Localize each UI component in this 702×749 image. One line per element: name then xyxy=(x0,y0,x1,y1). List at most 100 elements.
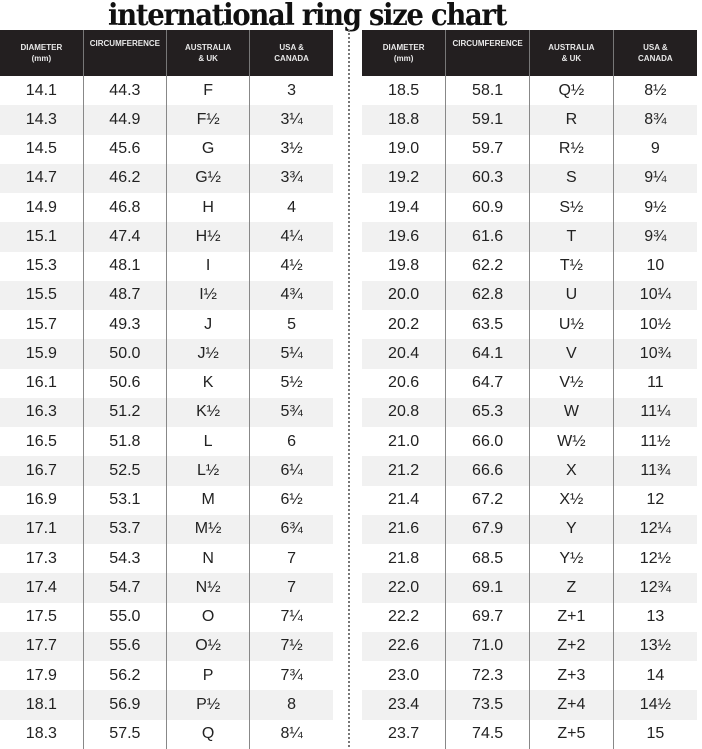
cell-usa-canada: 14 xyxy=(612,661,697,691)
dotted-divider xyxy=(348,30,350,747)
cell-usa-canada: 5¼ xyxy=(249,339,333,369)
cell-diameter: 23.4 xyxy=(362,690,446,720)
cell-diameter: 18.1 xyxy=(0,690,84,720)
cell-circumference: 44.9 xyxy=(82,105,167,135)
cell-australia-uk: G xyxy=(165,134,250,164)
cell-usa-canada: 11½ xyxy=(612,427,697,457)
table-row: 17.5 55.0 O 7¼ xyxy=(0,602,333,632)
cell-diameter: 16.3 xyxy=(0,397,84,427)
cell-usa-canada: 12¾ xyxy=(612,573,697,603)
cell-usa-canada: 10¾ xyxy=(612,339,697,369)
cell-usa-canada: 7¼ xyxy=(249,602,333,632)
cell-circumference: 51.2 xyxy=(82,397,167,427)
cell-australia-uk: U½ xyxy=(529,310,614,340)
cell-diameter: 14.7 xyxy=(0,163,84,193)
cell-usa-canada: 3 xyxy=(249,76,333,106)
cell-usa-canada: 10¼ xyxy=(612,280,697,310)
table-row: 16.1 50.6 K 5½ xyxy=(0,368,333,398)
table-row: 22.0 69.1 Z 12¾ xyxy=(362,573,697,603)
cell-usa-canada: 8 xyxy=(249,690,333,720)
cell-australia-uk: H½ xyxy=(165,222,250,252)
cell-circumference: 52.5 xyxy=(82,456,167,486)
cell-australia-uk: Z xyxy=(529,573,614,603)
table-row: 17.1 53.7 M½ 6¾ xyxy=(0,514,333,544)
column-header-usa-canada: USA & CANADA xyxy=(249,30,333,76)
cell-circumference: 60.9 xyxy=(445,193,530,223)
cell-australia-uk: P xyxy=(165,661,250,691)
cell-diameter: 16.9 xyxy=(25,491,57,509)
cell-australia-uk: P½ xyxy=(165,690,250,720)
table-row: 14.3 44.9 F½ 3¼ xyxy=(0,105,333,135)
cell-usa-canada: 4½ xyxy=(249,251,333,281)
table-row: 18.1 56.9 P½ 8 xyxy=(0,690,333,720)
cell-diameter: 22.2 xyxy=(388,608,420,626)
table-row: 14.1 44.3 F 3 xyxy=(0,76,333,106)
table-row: 19.0 59.7 R½ 9 xyxy=(362,134,697,164)
cell-australia-uk: O xyxy=(165,602,250,632)
cell-australia-uk: F½ xyxy=(165,105,250,135)
cell-diameter: 14.1 xyxy=(25,81,57,99)
cell-australia-uk: K xyxy=(165,368,250,398)
cell-diameter: 17.4 xyxy=(0,573,84,603)
cell-circumference: 66.0 xyxy=(445,427,530,457)
cell-australia-uk: Y½ xyxy=(529,544,614,574)
cell-circumference: 48.1 xyxy=(82,251,167,281)
cell-australia-uk: O½ xyxy=(165,631,250,661)
cell-circumference: 60.3 xyxy=(445,163,530,193)
table-row: 20.8 65.3 W 11¼ xyxy=(362,397,697,427)
cell-diameter: 19.0 xyxy=(388,140,420,158)
cell-diameter: 23.0 xyxy=(388,666,420,684)
cell-circumference: 69.7 xyxy=(445,602,530,632)
cell-circumference: 53.1 xyxy=(82,485,167,515)
cell-diameter: 17.9 xyxy=(25,666,57,684)
table-row: 16.7 52.5 L½ 6¼ xyxy=(0,456,333,486)
column-header-usa-canada: USA & CANADA xyxy=(612,30,697,76)
cell-australia-uk: M½ xyxy=(165,514,250,544)
cell-circumference: 55.0 xyxy=(82,602,167,632)
cell-usa-canada: 8½ xyxy=(612,76,697,106)
table-row: 16.5 51.8 L 6 xyxy=(0,427,333,457)
cell-usa-canada: 3¼ xyxy=(249,105,333,135)
cell-australia-uk: Q½ xyxy=(529,76,614,106)
cell-circumference: 66.6 xyxy=(445,456,530,486)
table-row: 21.6 67.9 Y 12¼ xyxy=(362,514,697,544)
cell-usa-canada: 15 xyxy=(612,719,697,749)
cell-australia-uk: Z+3 xyxy=(529,661,614,691)
table-row: 23.0 72.3 Z+3 14 xyxy=(362,661,697,691)
table-row: 15.7 49.3 J 5 xyxy=(0,310,333,340)
cell-australia-uk: K½ xyxy=(165,397,250,427)
cell-australia-uk: Z+2 xyxy=(529,631,614,661)
cell-diameter: 22.0 xyxy=(362,573,446,603)
cell-usa-canada: 13½ xyxy=(612,631,697,661)
cell-circumference: 45.6 xyxy=(82,134,167,164)
cell-usa-canada: 10 xyxy=(612,251,697,281)
cell-circumference: 64.1 xyxy=(445,339,530,369)
cell-usa-canada: 5¾ xyxy=(249,397,333,427)
cell-circumference: 62.8 xyxy=(445,280,530,310)
cell-diameter: 20.4 xyxy=(362,339,446,369)
cell-circumference: 61.6 xyxy=(445,222,530,252)
table-row: 14.5 45.6 G 3½ xyxy=(0,134,333,164)
cell-australia-uk: W xyxy=(529,397,614,427)
cell-usa-canada: 12¼ xyxy=(612,514,697,544)
ring-size-table-right: DIAMETER (mm) CIRCUMFERENCE AUSTRALIA & UK US… xyxy=(362,30,697,749)
cell-circumference: 65.3 xyxy=(445,397,530,427)
cell-usa-canada: 8¾ xyxy=(612,105,697,135)
cell-usa-canada: 5½ xyxy=(249,368,333,398)
table-row: 17.9 56.2 P 7¾ xyxy=(0,661,333,691)
cell-diameter: 15.5 xyxy=(0,280,84,310)
table-row: 19.4 60.9 S½ 9½ xyxy=(362,193,697,223)
page-title: international ring size chart xyxy=(108,0,507,33)
cell-circumference: 68.5 xyxy=(445,544,530,574)
table-row: 20.6 64.7 V½ 11 xyxy=(362,368,697,398)
cell-diameter: 21.2 xyxy=(362,456,446,486)
cell-usa-canada: 7¾ xyxy=(249,661,333,691)
cell-australia-uk: N½ xyxy=(165,573,250,603)
cell-circumference: 46.2 xyxy=(82,163,167,193)
cell-usa-canada: 11 xyxy=(612,368,697,398)
cell-diameter: 18.5 xyxy=(388,81,420,99)
cell-circumference: 74.5 xyxy=(445,719,530,749)
cell-usa-canada: 4¼ xyxy=(249,222,333,252)
cell-usa-canada: 9 xyxy=(612,134,697,164)
cell-australia-uk: J½ xyxy=(165,339,250,369)
